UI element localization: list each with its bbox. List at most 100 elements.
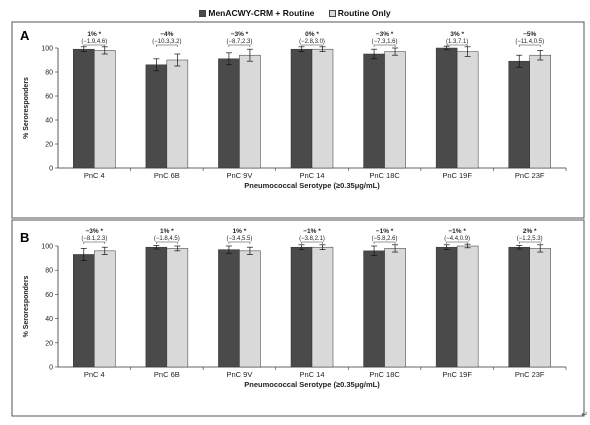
panel-b-annotation-diff: 2% * (523, 228, 537, 235)
panel-b-annotation-diff: −1% * (448, 228, 466, 235)
panel-b-bar-menacwy (145, 246, 168, 368)
panel-a-ytick-label: 20 (45, 142, 53, 149)
panel-b-annotation-ci: (−3.8,2.1) (299, 236, 325, 242)
panel-a-annotation-diff: −4% (160, 31, 173, 38)
panel-b-category-label: PnC 14 (299, 370, 324, 379)
panel-b-annotation-diff: 1% * (160, 228, 174, 235)
panel-a-ytick-label: 100 (41, 46, 53, 53)
panel-a-annotation-ci: (−7.3,1.6) (372, 39, 398, 45)
panel-b-annotation-bracket (518, 241, 541, 244)
panel-a-annotation-ci: (−2.8,3.0) (299, 39, 325, 45)
panel-b-bar-routine (529, 248, 551, 368)
panel-b-annotation-diff: −1% * (303, 228, 321, 235)
panel-b-category-label: PnC 6B (154, 370, 180, 379)
panel-b-category-label: PnC 18C (369, 370, 400, 379)
panel-b-bar-menacwy (363, 250, 385, 368)
panel-b-ytick-label: 80 (45, 268, 53, 275)
legend-item-menacwy: MenACWY-CRM + Routine (199, 8, 314, 18)
panel-b-bar-menacwy (435, 246, 458, 368)
panel-b-annotation-diff: −3% * (86, 228, 104, 235)
legend-item-routine: Routine Only (328, 8, 391, 18)
panel-b-bar-routine (239, 250, 261, 368)
panel-a-bar-menacwy (218, 58, 240, 169)
panel-a-bar-routine (456, 51, 479, 169)
panel-a-annotation-bracket (373, 44, 396, 47)
panel-a-xlabel: Pneumococcal Serotype (≥0.35μg/mL) (244, 181, 380, 190)
panel-a-annotation-diff: 3% * (450, 31, 464, 38)
panel-b-ylabel: % Seroresponders (23, 275, 30, 337)
panel-a-category-label: PnC 6B (154, 171, 180, 180)
panel-b-category-label: PnC 23F (515, 370, 545, 379)
panel-a-bar-menacwy (363, 53, 385, 169)
panel-a-annotation-bracket (301, 44, 323, 47)
panel-b-annotation-diff: 1% * (233, 228, 247, 235)
panel-b-ytick-label: 0 (49, 365, 53, 372)
panel-a-bar-routine (239, 54, 261, 169)
panel-b-frame (11, 219, 585, 417)
panel-a-annotation-ci: (−10.3,3.2) (152, 39, 181, 45)
panel-a-bar-menacwy (73, 48, 95, 169)
legend-label-menacwy: MenACWY-CRM + Routine (208, 8, 315, 18)
panel-a-annotation-diff: 1% * (87, 31, 101, 38)
legend-swatch-menacwy (199, 10, 207, 17)
panel-a-bar-menacwy (435, 47, 458, 169)
panel-a-bar-routine (94, 50, 116, 169)
panel-a-annotation-bracket (156, 44, 178, 47)
panel-b-annotation-diff: −1% * (376, 228, 394, 235)
panel-b-ytick-label: 60 (45, 292, 53, 299)
panel-a-ytick-label: 0 (49, 166, 53, 173)
panel-b-annotation-bracket (83, 241, 106, 244)
panel-a-frame (11, 21, 585, 219)
panel-a-annotation-ci: (−11.4,0.5) (515, 39, 544, 45)
legend-label-routine: Routine Only (337, 8, 391, 18)
panel-b-bar-menacwy (218, 249, 240, 368)
panel-a-ytick-label: 60 (45, 94, 53, 101)
panel-a-annotation-ci: (1.3,7.1) (446, 39, 468, 45)
panel-a-bar-menacwy (290, 48, 313, 169)
panel-b-bar-menacwy (508, 246, 530, 368)
panel-a-annotation-ci: (−8.7,2.3) (226, 39, 252, 45)
panel-a-bar-menacwy (508, 60, 530, 169)
panel-b-annotation-ci: (−8.1,2.3) (81, 236, 107, 242)
panel-a-bar-routine (311, 48, 334, 169)
panel-b-bar-menacwy (73, 254, 95, 368)
panel-a-ytick-label: 80 (45, 70, 53, 77)
panel-a-bar-routine (166, 59, 189, 169)
legend-swatch-routine (328, 10, 336, 17)
panel-b-annotation-bracket (373, 241, 396, 244)
corner-mark: ↵ (581, 410, 588, 419)
panel-b-annotation-ci: (−4.4,0.9) (444, 236, 470, 242)
panel-b-annotation-ci: (−5.8,2.6) (372, 236, 398, 242)
panel-b-category-label: PnC 19F (442, 370, 472, 379)
panel-a-category-label: PnC 19F (442, 171, 472, 180)
panel-b-annotation-ci: (−1.8,4.5) (154, 236, 180, 242)
panel-b-annotation-bracket (301, 241, 323, 244)
panel-a-category-label: PnC 4 (84, 171, 105, 180)
panel-b-bar-routine (456, 245, 479, 368)
panel-b-annotation-ci: (−3.4,5.5) (226, 236, 252, 242)
panel-a-category-label: PnC 18C (369, 171, 400, 180)
panel-b-bar-routine (384, 248, 406, 368)
panel-b-ytick-label: 100 (41, 244, 53, 251)
panel-b-annotation-ci: (−1.2,5.3) (517, 236, 543, 242)
panel-b-category-label: PnC 4 (84, 370, 105, 379)
panel-a-annotation-bracket (83, 44, 106, 47)
panel-a-bar-routine (529, 54, 551, 169)
panel-b-xlabel: Pneumococcal Serotype (≥0.35μg/mL) (244, 380, 380, 389)
panel-b-annotation-bracket (156, 241, 178, 244)
panel-b-annotation-bracket (446, 241, 468, 244)
legend: MenACWY-CRM + Routine Routine Only (0, 8, 590, 18)
panel-a-bar-routine (384, 51, 406, 169)
panel-a-annotation-bracket (518, 44, 541, 47)
panel-a-category-label: PnC 14 (299, 171, 324, 180)
panel-b-bar-menacwy (290, 246, 313, 368)
panel-a-annotation-diff: −3% * (231, 31, 249, 38)
panel-b-ytick-label: 40 (45, 316, 53, 323)
panel-b-bar-routine (94, 250, 116, 368)
panel-b-annotation-bracket (228, 241, 251, 244)
panel-a-ytick-label: 40 (45, 118, 53, 125)
